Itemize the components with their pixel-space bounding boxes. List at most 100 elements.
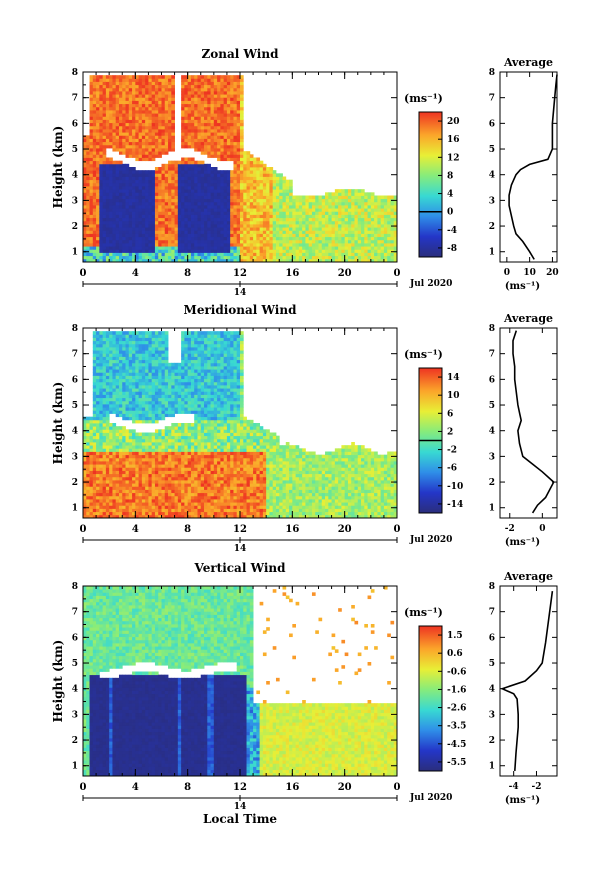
heatmap-cell bbox=[135, 255, 139, 260]
heatmap-cell bbox=[315, 227, 319, 231]
heatmap-cell bbox=[141, 205, 146, 209]
heatmap-cell bbox=[89, 502, 94, 506]
heatmap-cell bbox=[213, 119, 218, 124]
heatmap-cell bbox=[102, 400, 107, 405]
heatmap-cell bbox=[102, 116, 107, 120]
heatmap-cell bbox=[158, 192, 162, 196]
heatmap-cell bbox=[118, 369, 123, 373]
heatmap-cell bbox=[171, 249, 175, 253]
heatmap-cell bbox=[226, 246, 231, 250]
heatmap-cell bbox=[122, 224, 126, 228]
heatmap-cell bbox=[177, 205, 182, 209]
heatmap-cell bbox=[213, 132, 218, 136]
heatmap-cell bbox=[393, 233, 398, 238]
heatmap-cell bbox=[138, 87, 143, 92]
heatmap-cell bbox=[233, 224, 238, 228]
heatmap-cell bbox=[213, 249, 218, 253]
heatmap-cell bbox=[115, 78, 120, 82]
heatmap-cell bbox=[102, 508, 107, 513]
heatmap-cell bbox=[217, 195, 221, 200]
heatmap-cell bbox=[161, 176, 166, 181]
heatmap-cell bbox=[135, 129, 139, 133]
heatmap-cell bbox=[272, 186, 277, 190]
heatmap-cell bbox=[200, 97, 205, 101]
heatmap-cell bbox=[154, 192, 159, 196]
heatmap-cell bbox=[334, 230, 339, 234]
heatmap-cell bbox=[370, 214, 375, 219]
heatmap-cell bbox=[138, 249, 143, 253]
heatmap-cell bbox=[125, 192, 130, 196]
heatmap-cell bbox=[220, 198, 225, 203]
heatmap-cell bbox=[148, 151, 153, 155]
heatmap-cell bbox=[141, 119, 146, 124]
heatmap-cell bbox=[217, 173, 221, 177]
heatmap-cell bbox=[177, 211, 182, 215]
heatmap-cell bbox=[246, 182, 251, 187]
heatmap-cell bbox=[171, 81, 175, 86]
heatmap-cell bbox=[377, 217, 382, 222]
heatmap-cell bbox=[204, 170, 208, 174]
heatmap-cell bbox=[92, 366, 97, 370]
heatmap-cell bbox=[171, 113, 175, 117]
heatmap-cell bbox=[181, 173, 185, 177]
heatmap-cell bbox=[217, 119, 221, 124]
heatmap-cell bbox=[200, 135, 205, 139]
heatmap-cell bbox=[102, 350, 107, 354]
heatmap-cell bbox=[249, 233, 254, 238]
heatmap-cell bbox=[190, 255, 195, 260]
heatmap-cell bbox=[128, 132, 133, 136]
heatmap-cell bbox=[367, 252, 372, 257]
heatmap-cell bbox=[292, 211, 296, 215]
heatmap-cell bbox=[321, 236, 326, 241]
heatmap-cell bbox=[92, 381, 97, 386]
heatmap-cell bbox=[83, 419, 87, 424]
heatmap-cell bbox=[158, 122, 162, 127]
heatmap-cell bbox=[226, 125, 231, 130]
heatmap-cell bbox=[168, 220, 172, 225]
colorbar-tick-label: 4 bbox=[447, 190, 453, 200]
heatmap-cell bbox=[321, 198, 326, 203]
heatmap-cell bbox=[122, 227, 126, 231]
heatmap-cell bbox=[220, 230, 225, 234]
heatmap-cell bbox=[315, 195, 319, 200]
heatmap-cell bbox=[105, 480, 110, 484]
heatmap-cell bbox=[351, 243, 355, 247]
heatmap-cell bbox=[125, 486, 130, 490]
heatmap-cell bbox=[148, 94, 153, 98]
heatmap-cell bbox=[246, 255, 251, 260]
heatmap-cell bbox=[190, 144, 195, 149]
heatmap-cell bbox=[197, 138, 202, 143]
heatmap-cell bbox=[92, 103, 97, 108]
heatmap-cell bbox=[125, 176, 130, 181]
heatmap-cell bbox=[370, 195, 375, 200]
heatmap-cell bbox=[105, 87, 110, 92]
colorbar-gradient bbox=[418, 111, 443, 258]
heatmap-cell bbox=[138, 201, 143, 206]
heatmap-cell bbox=[266, 205, 270, 209]
heatmap-cell bbox=[96, 461, 100, 465]
heatmap-cell bbox=[168, 239, 172, 244]
heatmap-cell bbox=[200, 84, 205, 89]
heatmap-cell bbox=[210, 97, 215, 101]
heatmap-cell bbox=[132, 511, 136, 516]
heatmap-cell bbox=[164, 224, 169, 228]
heatmap-cell bbox=[200, 125, 205, 130]
heatmap-cell bbox=[125, 356, 130, 361]
heatmap-cell bbox=[135, 511, 139, 516]
heatmap-cell bbox=[125, 400, 130, 405]
average-y-tick-label: 3 bbox=[489, 196, 495, 206]
heatmap-cell bbox=[109, 495, 113, 500]
heatmap-cell bbox=[89, 495, 94, 500]
heatmap-cell bbox=[190, 75, 195, 79]
heatmap-cell bbox=[83, 208, 87, 212]
heatmap-cell bbox=[122, 495, 126, 500]
heatmap-cell bbox=[374, 214, 378, 219]
heatmap-cell bbox=[364, 217, 368, 222]
heatmap-cell bbox=[128, 78, 133, 82]
heatmap-cell bbox=[89, 81, 94, 86]
heatmap-cell bbox=[197, 122, 202, 127]
heatmap-cell bbox=[118, 84, 123, 89]
heatmap-cell bbox=[99, 246, 104, 250]
heatmap-cell bbox=[112, 511, 117, 516]
heatmap-cell bbox=[217, 110, 221, 114]
